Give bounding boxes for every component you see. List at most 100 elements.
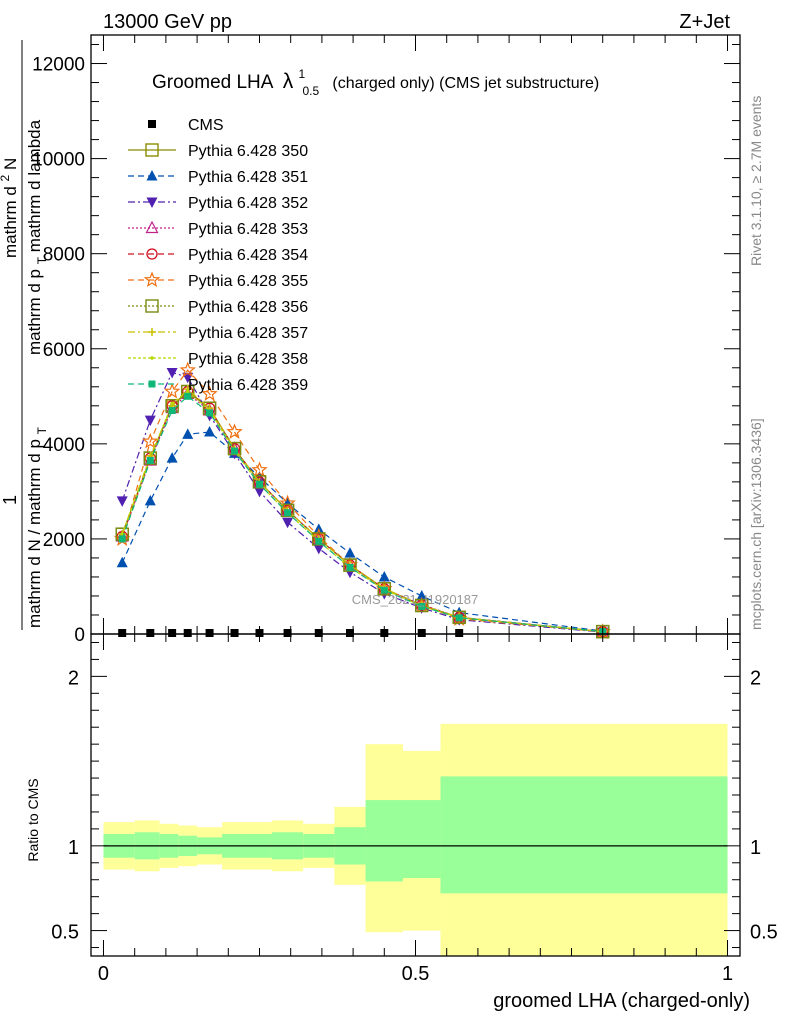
legend-item-s351: Pythia 6.428 351 [128,169,308,186]
point-s355-1 [142,432,159,449]
ratio-y-label: Ratio to CMS [25,778,41,861]
watermark: CMS_2021_I1920187 [352,592,479,607]
legend-item-s354: Pythia 6.428 354 [128,247,308,264]
ylabel-den2-sub: T [35,256,49,264]
title-main: Groomed LHA [152,72,274,93]
legend-label-s353: Pythia 6.428 353 [188,221,308,238]
point-s358-3 [185,389,190,394]
cms-point-0 [118,629,127,637]
ratio-inner-band-11 [403,800,441,879]
cms-point-8 [314,629,323,637]
ylabel-num-text: mathrm d [1,186,20,258]
point-s359-3 [184,392,192,400]
ylabel-num-rest: N [1,158,20,170]
point-s351-4 [204,425,216,437]
x-tick-label: 0.5 [402,963,430,985]
point-s355-3 [179,361,196,378]
ylabel-den2-rest: mathrm d lambda [25,119,44,252]
legend-marker-s354 [146,248,158,260]
point-s356-9 [343,558,357,572]
point-s352-1 [144,415,156,427]
point-s356-11 [415,598,429,613]
x-tick-label: 0 [98,963,109,985]
legend-item-s356: Pythia 6.428 356 [128,299,308,316]
title-sup: 1 [298,67,305,81]
point-s355-4 [201,385,218,401]
legend-marker-s353 [145,220,159,234]
legend-item-s358: Pythia 6.428 358 [128,351,308,368]
legend-marker-s352 [146,197,158,208]
point-s355-6 [251,461,268,478]
point-s355-2 [163,382,181,399]
y-tick-label: 4000 [43,435,85,456]
energy-label: 13000 GeV pp [103,11,232,33]
ratio-y-tick-label: 0.5 [51,922,79,944]
legend-item-s353: Pythia 6.428 353 [128,220,308,238]
plot-title: Groomed LHA λ 1 0.5 (charged only) (CMS … [152,62,599,100]
point-s359-4 [206,409,214,417]
ratio-inner-band-10 [365,800,404,882]
point-s351-9 [344,547,356,558]
main-y-axis-label: 1 mathrm d N / mathrm d p T mathrm d 2 N… [0,40,50,630]
series-s359 [118,392,607,636]
legend-marker-s356 [145,299,159,313]
process-label: Z+Jet [679,11,730,33]
ylabel-den-text: mathrm d N / mathrm d p [25,439,44,628]
y-tick-label: 10000 [32,150,85,171]
series-line-s351 [121,431,603,632]
legend-label-s352: Pythia 6.428 352 [188,195,308,212]
legend-label-s355: Pythia 6.428 355 [188,273,308,290]
point-s358-2 [170,401,174,406]
legend-marker-cms [148,120,156,128]
point-s355-7 [279,494,296,511]
point-s359-12 [455,614,463,622]
ylabel-one: 1 [0,495,20,505]
ratio-panel: 0.5 0.5 1 1 2 2 0 0.5 1 [51,633,778,985]
legend-label-cms: CMS [188,117,224,134]
cms-point-9 [345,629,354,637]
ylabel-den-sub: T [35,426,49,434]
point-s356-6 [252,475,267,489]
ratio-y-tick-label-right: 1 [750,837,761,859]
legend-marker-s358 [150,356,154,360]
ratio-y-tick-label: 2 [68,667,79,689]
point-s359-8 [315,537,323,545]
main-axes: 0 2000 4000 6000 8000 10000 12000 [32,35,740,646]
cms-point-12 [455,629,464,637]
point-s359-0 [118,535,126,543]
legend-item-s355: Pythia 6.428 355 [128,271,308,290]
x-tick-label: 1 [722,963,733,985]
y-tick-label: 8000 [43,245,85,266]
legend-label-s357: Pythia 6.428 357 [188,325,308,342]
point-s352-6 [253,486,265,498]
point-s356-10 [377,582,391,596]
cms-point-3 [183,629,192,637]
cms-data-layer [118,629,464,637]
point-s355-5 [226,423,243,439]
ratio-y-tick-label-right: 2 [750,667,761,689]
ylabel-denominator-2: mathrm d p T mathrm d lambda [25,119,50,355]
main-panel: 0 2000 4000 6000 8000 10000 12000 CMS Pythia 6.… [32,34,741,646]
point-s359-11 [418,602,426,610]
legend-label-s356: Pythia 6.428 356 [188,299,308,316]
point-s356-5 [227,441,242,456]
title-rest: (charged only) (CMS jet substructure) [332,75,599,92]
y-tick-label: 6000 [43,340,85,361]
ratio-bands-layer [103,723,728,956]
point-s359-9 [346,563,354,571]
title-sub: 0.5 [302,84,319,98]
cms-point-1 [146,629,155,637]
cms-point-4 [205,629,214,637]
rivet-label: Rivet 3.1.10, ≥ 2.7M events [748,96,764,266]
point-s351-2 [166,452,178,463]
legend-label-s358: Pythia 6.428 358 [188,351,308,368]
point-s359-5 [231,447,239,455]
y-tick-label: 0 [74,625,85,646]
cms-point-5 [230,629,239,637]
legend-label-s350: Pythia 6.428 350 [188,143,308,160]
point-s351-10 [378,570,390,582]
y-tick-label: 2000 [43,530,85,551]
point-s351-3 [182,428,194,439]
point-s359-10 [380,586,388,594]
point-s351-0 [116,556,128,568]
